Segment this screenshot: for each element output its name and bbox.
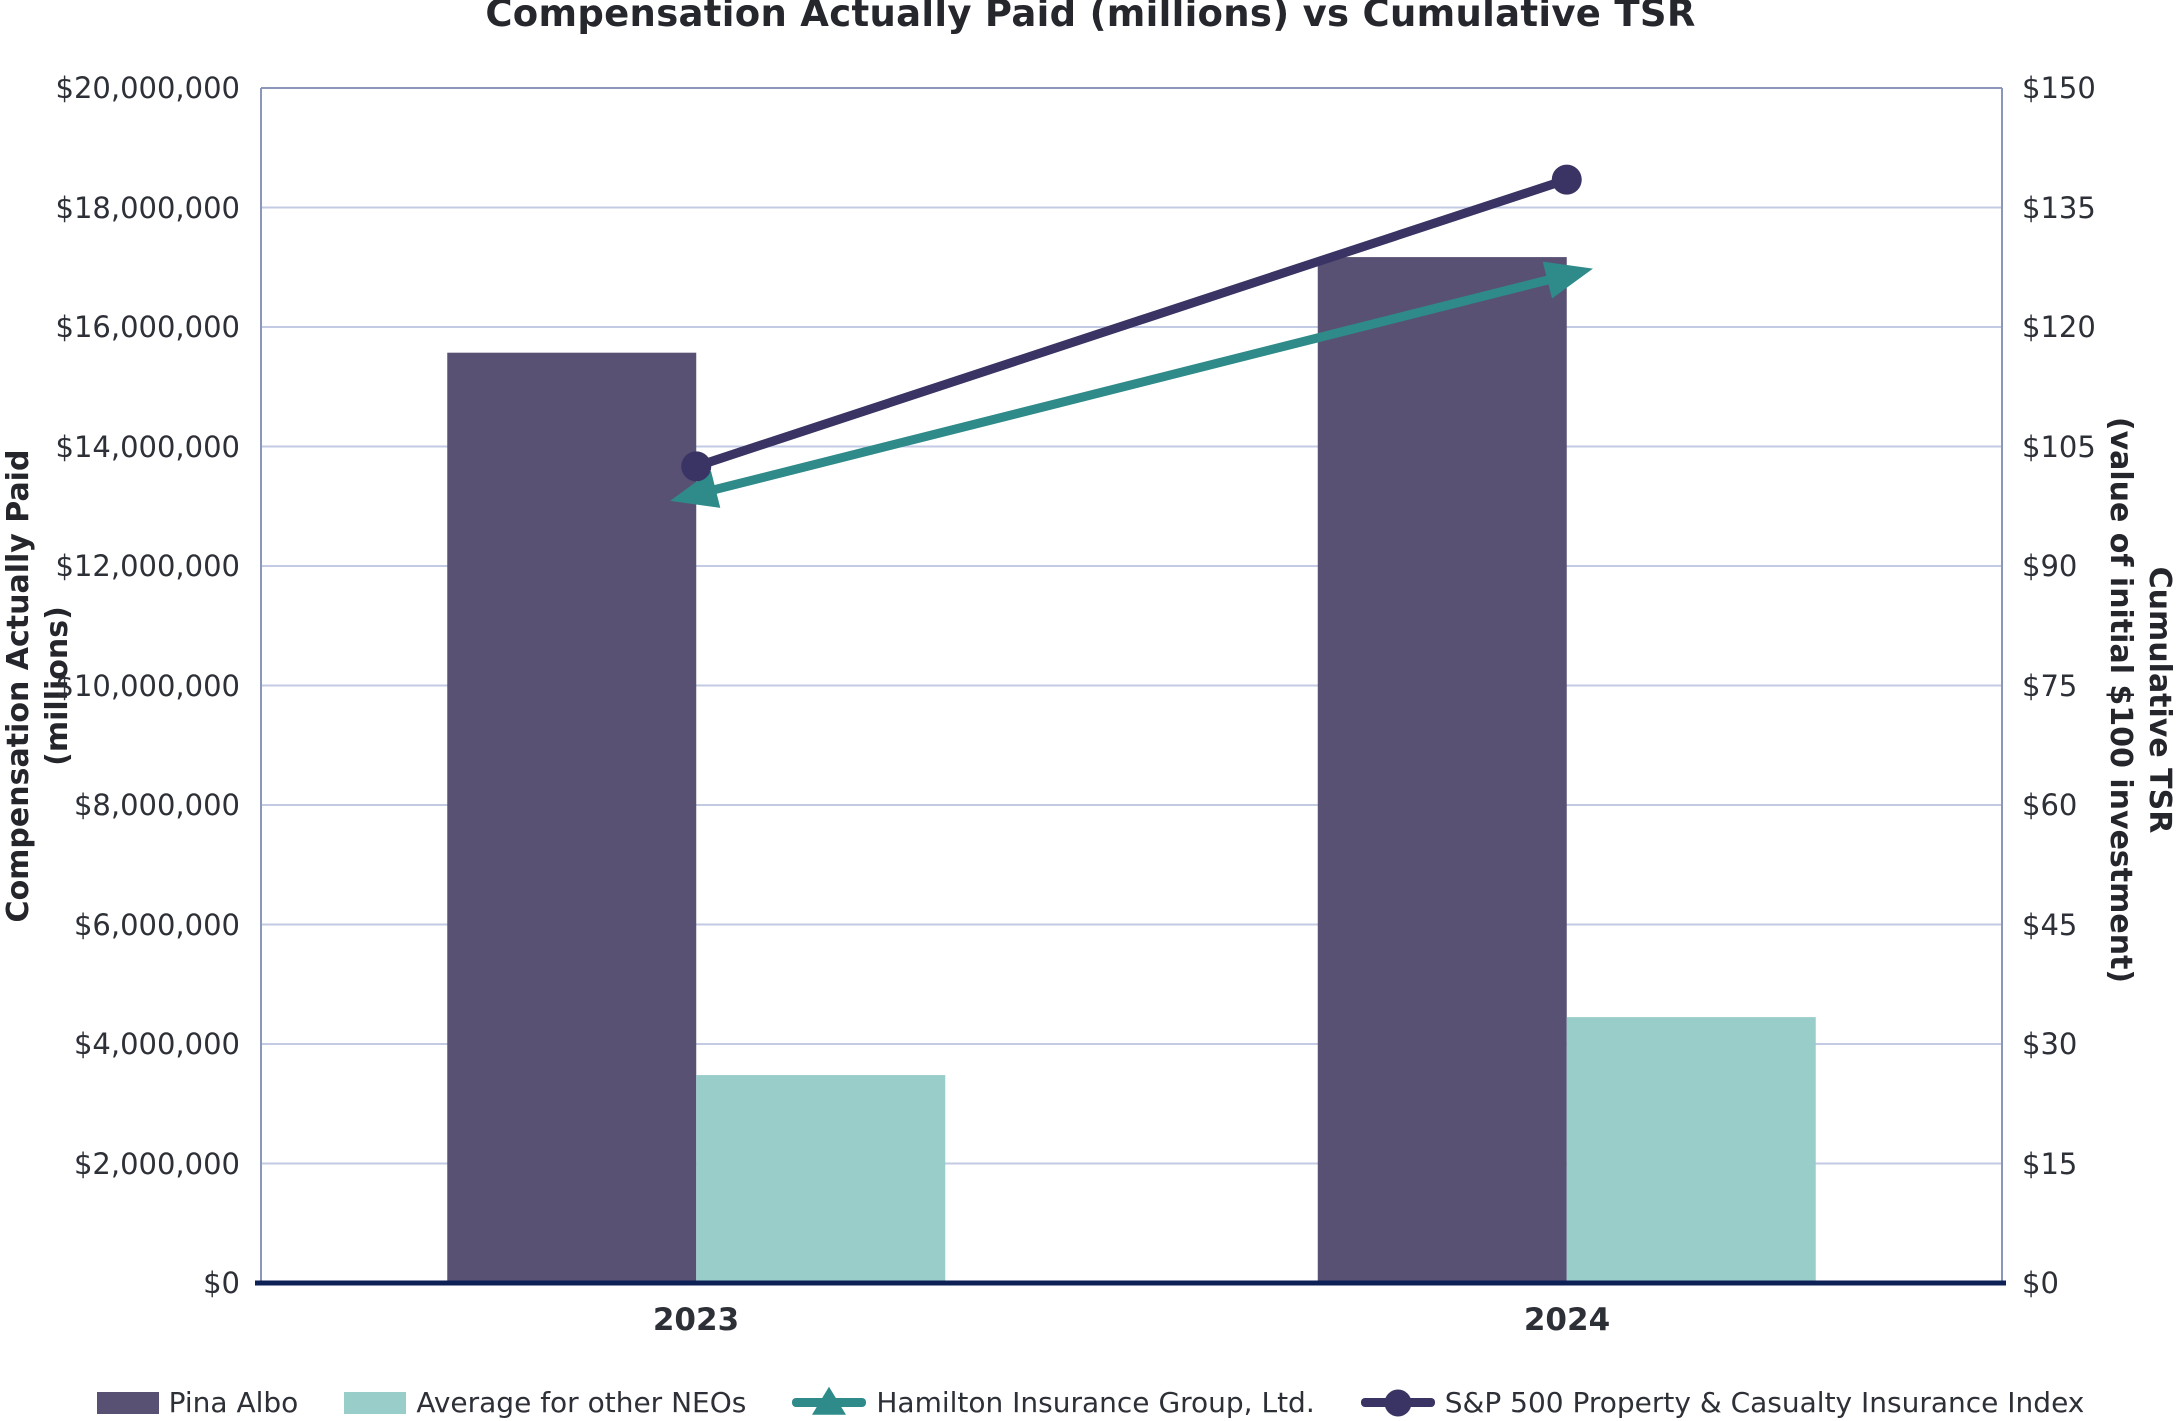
legend-item-sp500-pc-index: S&P 500 Property & Casualty Insurance In… xyxy=(1360,1386,2085,1419)
y-axis-left-tick-label: $6,000,000 xyxy=(73,907,240,942)
legend-item-average-other-neos: Average for other NEOs xyxy=(344,1386,746,1419)
legend-circle-marker-icon xyxy=(1384,1389,1412,1416)
y-axis-left-tick-label: $4,000,000 xyxy=(73,1027,240,1061)
bar-pina-albo-2023 xyxy=(447,352,697,1283)
marker-circle-s-p-500-property-casualty-insurance-index-2024 xyxy=(1551,164,1582,195)
legend-label-sp500: S&P 500 Property & Casualty Insurance In… xyxy=(1444,1386,2085,1419)
y-axis-right-tick-label: $105 xyxy=(2022,429,2096,464)
legend-line-sp500 xyxy=(1360,1389,1435,1416)
y-axis-right-tick-label: $120 xyxy=(2022,310,2096,344)
y-axis-right-tick-label: $15 xyxy=(2022,1146,2078,1181)
legend-line-hamilton xyxy=(792,1386,867,1415)
line-hamilton-insurance-group-ltd xyxy=(691,270,1572,499)
y-axis-left-tick-label: $18,000,000 xyxy=(55,190,241,225)
marker-triangle-hamilton-insurance-group-ltd-2024 xyxy=(1542,261,1593,299)
legend-swatch-average-other-neos xyxy=(344,1391,407,1414)
y-axis-left-tick-label: $2,000,000 xyxy=(73,1146,240,1181)
y-axis-right-tick-label: $90 xyxy=(2022,549,2078,583)
legend-label-hamilton: Hamilton Insurance Group, Ltd. xyxy=(876,1386,1315,1419)
marker-triangle-hamilton-insurance-group-ltd-2023 xyxy=(670,470,721,508)
legend-item-pina-albo: Pina Albo xyxy=(96,1386,299,1419)
x-axis-label-2023: 2023 xyxy=(652,1302,740,1338)
legend-label-average-other-neos: Average for other NEOs xyxy=(416,1386,747,1419)
legend-swatch-pina-albo xyxy=(96,1391,159,1414)
y-axis-left-tick-label: $12,000,000 xyxy=(55,549,241,583)
y-axis-right-tick-label: $60 xyxy=(2022,788,2078,822)
legend: Pina Albo Average for other NEOs Hamilto… xyxy=(0,1386,2181,1419)
y-axis-left-tick-label: $16,000,000 xyxy=(55,310,241,344)
bar-pina-albo-2024 xyxy=(1317,257,1567,1283)
y-axis-left-tick-label: $8,000,000 xyxy=(73,788,240,822)
y-axis-right-tick-label: $30 xyxy=(2022,1027,2078,1061)
bar-average-for-other-neos-2024 xyxy=(1566,1017,1816,1283)
y-axis-right-tick-label: $75 xyxy=(2022,668,2078,703)
x-axis-label-2024: 2024 xyxy=(1523,1302,1611,1338)
y-axis-right-tick-label: $135 xyxy=(2022,190,2096,225)
legend-triangle-marker-icon xyxy=(812,1386,847,1415)
bar-average-for-other-neos-2023 xyxy=(696,1075,946,1283)
y-axis-left-tick-label: $0 xyxy=(203,1266,240,1300)
legend-item-hamilton: Hamilton Insurance Group, Ltd. xyxy=(792,1386,1315,1419)
y-axis-right-tick-label: $0 xyxy=(2022,1266,2059,1300)
y-axis-left-tick-label: $20,000,000 xyxy=(55,71,241,105)
y-axis-right-tick-label: $45 xyxy=(2022,907,2078,942)
line-s-p-500-property-casualty-insurance-index xyxy=(691,175,1572,471)
marker-circle-s-p-500-property-casualty-insurance-index-2023 xyxy=(681,451,712,482)
y-axis-right-tick-label: $150 xyxy=(2022,71,2096,105)
y-axis-left-tick-label: $14,000,000 xyxy=(55,429,241,464)
legend-label-pina-albo: Pina Albo xyxy=(168,1386,299,1419)
chart-title: Compensation Actually Paid (millions) vs… xyxy=(485,0,1696,35)
y-axis-left-tick-label: $10,000,000 xyxy=(55,668,241,703)
